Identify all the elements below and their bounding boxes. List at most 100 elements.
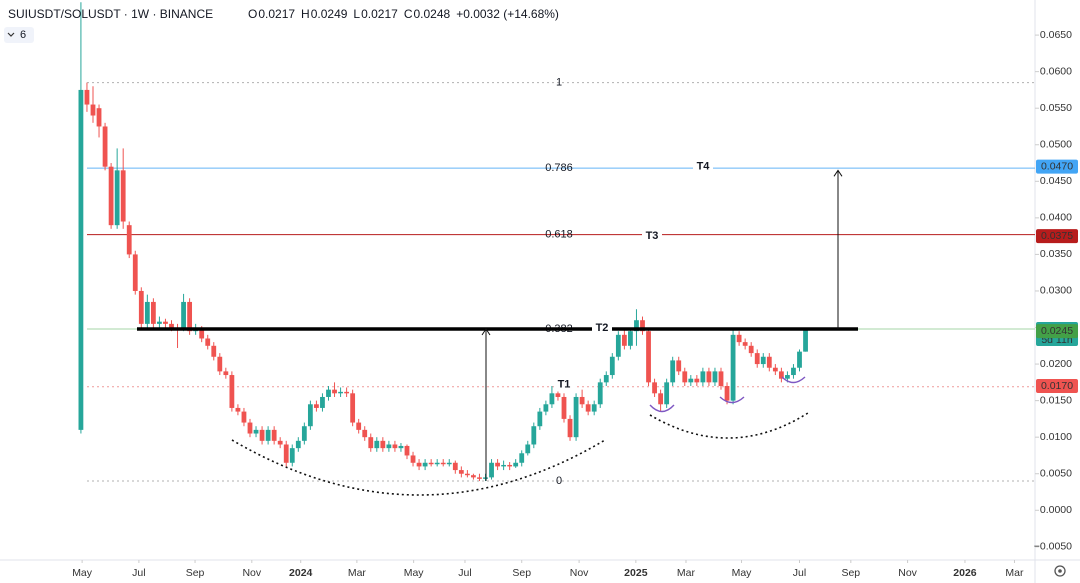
fib-label: 0.786 — [545, 162, 573, 174]
candle-body — [132, 254, 138, 291]
x-tick-label: Nov — [898, 567, 917, 579]
candle-body — [96, 108, 102, 127]
ohlc-value: 0.0248 — [413, 7, 450, 21]
pivot-arc — [781, 376, 806, 384]
candle-body — [338, 391, 343, 394]
candle-body — [458, 470, 464, 474]
arrow-head — [833, 169, 843, 177]
candle-body — [326, 389, 331, 397]
candle-body — [555, 393, 561, 397]
candle-body — [187, 301, 193, 332]
candle-body — [332, 389, 337, 394]
y-tick-label: 0.0650 — [1040, 29, 1072, 41]
candle-body — [513, 462, 519, 467]
candle-body — [700, 371, 706, 383]
x-tick-label: Jul — [793, 567, 806, 579]
price-badge-label: 0.0170 — [1041, 380, 1073, 392]
candle-body — [730, 334, 736, 401]
candle-body — [712, 371, 718, 383]
target-bg — [693, 159, 713, 174]
x-tick-label: Mar — [348, 567, 367, 579]
candle-body — [380, 440, 386, 449]
candle-body — [446, 462, 452, 465]
candle-body — [307, 404, 313, 427]
candle-body — [78, 89, 84, 430]
y-tick-label: 0.0500 — [1040, 139, 1072, 151]
gear-hub — [1058, 569, 1062, 573]
candle-body — [658, 393, 664, 405]
x-tick-label: 2024 — [289, 567, 313, 579]
candle-body — [181, 301, 186, 329]
y-tick-label: −0.0050 — [1034, 541, 1072, 553]
candle-body — [410, 455, 416, 463]
candle-body — [289, 448, 295, 463]
indicator-toggle[interactable] — [4, 27, 34, 43]
symbol: SUIUSDT/SOLUSDT · 1W · BINANCE — [8, 7, 213, 21]
candle-body — [652, 382, 657, 394]
x-tick-label: Mar — [1005, 567, 1024, 579]
candle-body — [628, 331, 633, 346]
price-badge-label: 0.0375 — [1041, 230, 1073, 242]
candle-body — [736, 334, 742, 343]
y-tick-label: 0.0550 — [1040, 102, 1072, 114]
candle-body — [356, 422, 362, 430]
candle-body — [114, 170, 120, 226]
candle-body — [265, 429, 271, 441]
y-tick-label: 0.0450 — [1040, 175, 1072, 187]
candle-body — [386, 444, 392, 449]
x-tick-label: May — [72, 567, 93, 579]
candle-body — [791, 367, 796, 376]
y-tick-label: 0.0100 — [1040, 431, 1072, 443]
x-tick-label: May — [732, 567, 753, 579]
candle-body — [567, 418, 573, 438]
target-bg — [642, 229, 662, 244]
candle-body — [120, 170, 126, 222]
y-tick-label: 0.0400 — [1040, 212, 1072, 224]
candle-body — [525, 444, 531, 454]
candle-body — [271, 429, 277, 441]
candle-body — [241, 411, 247, 423]
candle-body — [247, 422, 253, 434]
candle-body — [483, 477, 488, 479]
candle-body — [537, 411, 543, 427]
price-badge — [1036, 159, 1078, 174]
candle-body — [591, 404, 597, 412]
gear — [1054, 565, 1066, 577]
candle-body — [150, 301, 156, 324]
candle-body — [163, 321, 168, 324]
candle-body — [416, 462, 422, 467]
candle-body — [350, 393, 356, 423]
candle-body — [205, 338, 211, 346]
candle-body — [374, 440, 380, 449]
candle-body — [295, 440, 301, 449]
candle-body — [138, 290, 144, 324]
candle-body — [706, 371, 712, 383]
target-bg — [554, 377, 574, 392]
candle-body — [543, 404, 549, 412]
candle-body — [507, 464, 513, 467]
candle-body — [646, 331, 651, 383]
fib-label: 0 — [556, 475, 562, 487]
y-tick-label: 0.0200 — [1040, 358, 1072, 370]
change: +0.0032 (+14.68%) — [456, 7, 559, 21]
target-label: T2 — [596, 322, 609, 334]
price-badge — [1036, 379, 1078, 394]
candle-body — [344, 391, 350, 394]
candle-body — [688, 378, 694, 383]
candle-body — [803, 328, 808, 352]
candle-body — [742, 342, 748, 346]
y-tick-label: 0.0350 — [1040, 248, 1072, 260]
indicator-count: 6 — [20, 29, 26, 41]
candle-body — [477, 477, 482, 479]
candle-body — [392, 444, 398, 449]
candle-body — [785, 375, 790, 379]
y-tick-label: 0.0000 — [1040, 504, 1072, 516]
candle-body — [259, 429, 265, 441]
candle-body — [760, 356, 766, 365]
candle-body — [748, 345, 754, 354]
chevron — [7, 32, 15, 37]
candle-body — [640, 320, 645, 332]
candle-body — [603, 375, 609, 383]
ohlc-value: 0.0217 — [258, 7, 295, 21]
settings-icon[interactable] — [1054, 565, 1066, 577]
